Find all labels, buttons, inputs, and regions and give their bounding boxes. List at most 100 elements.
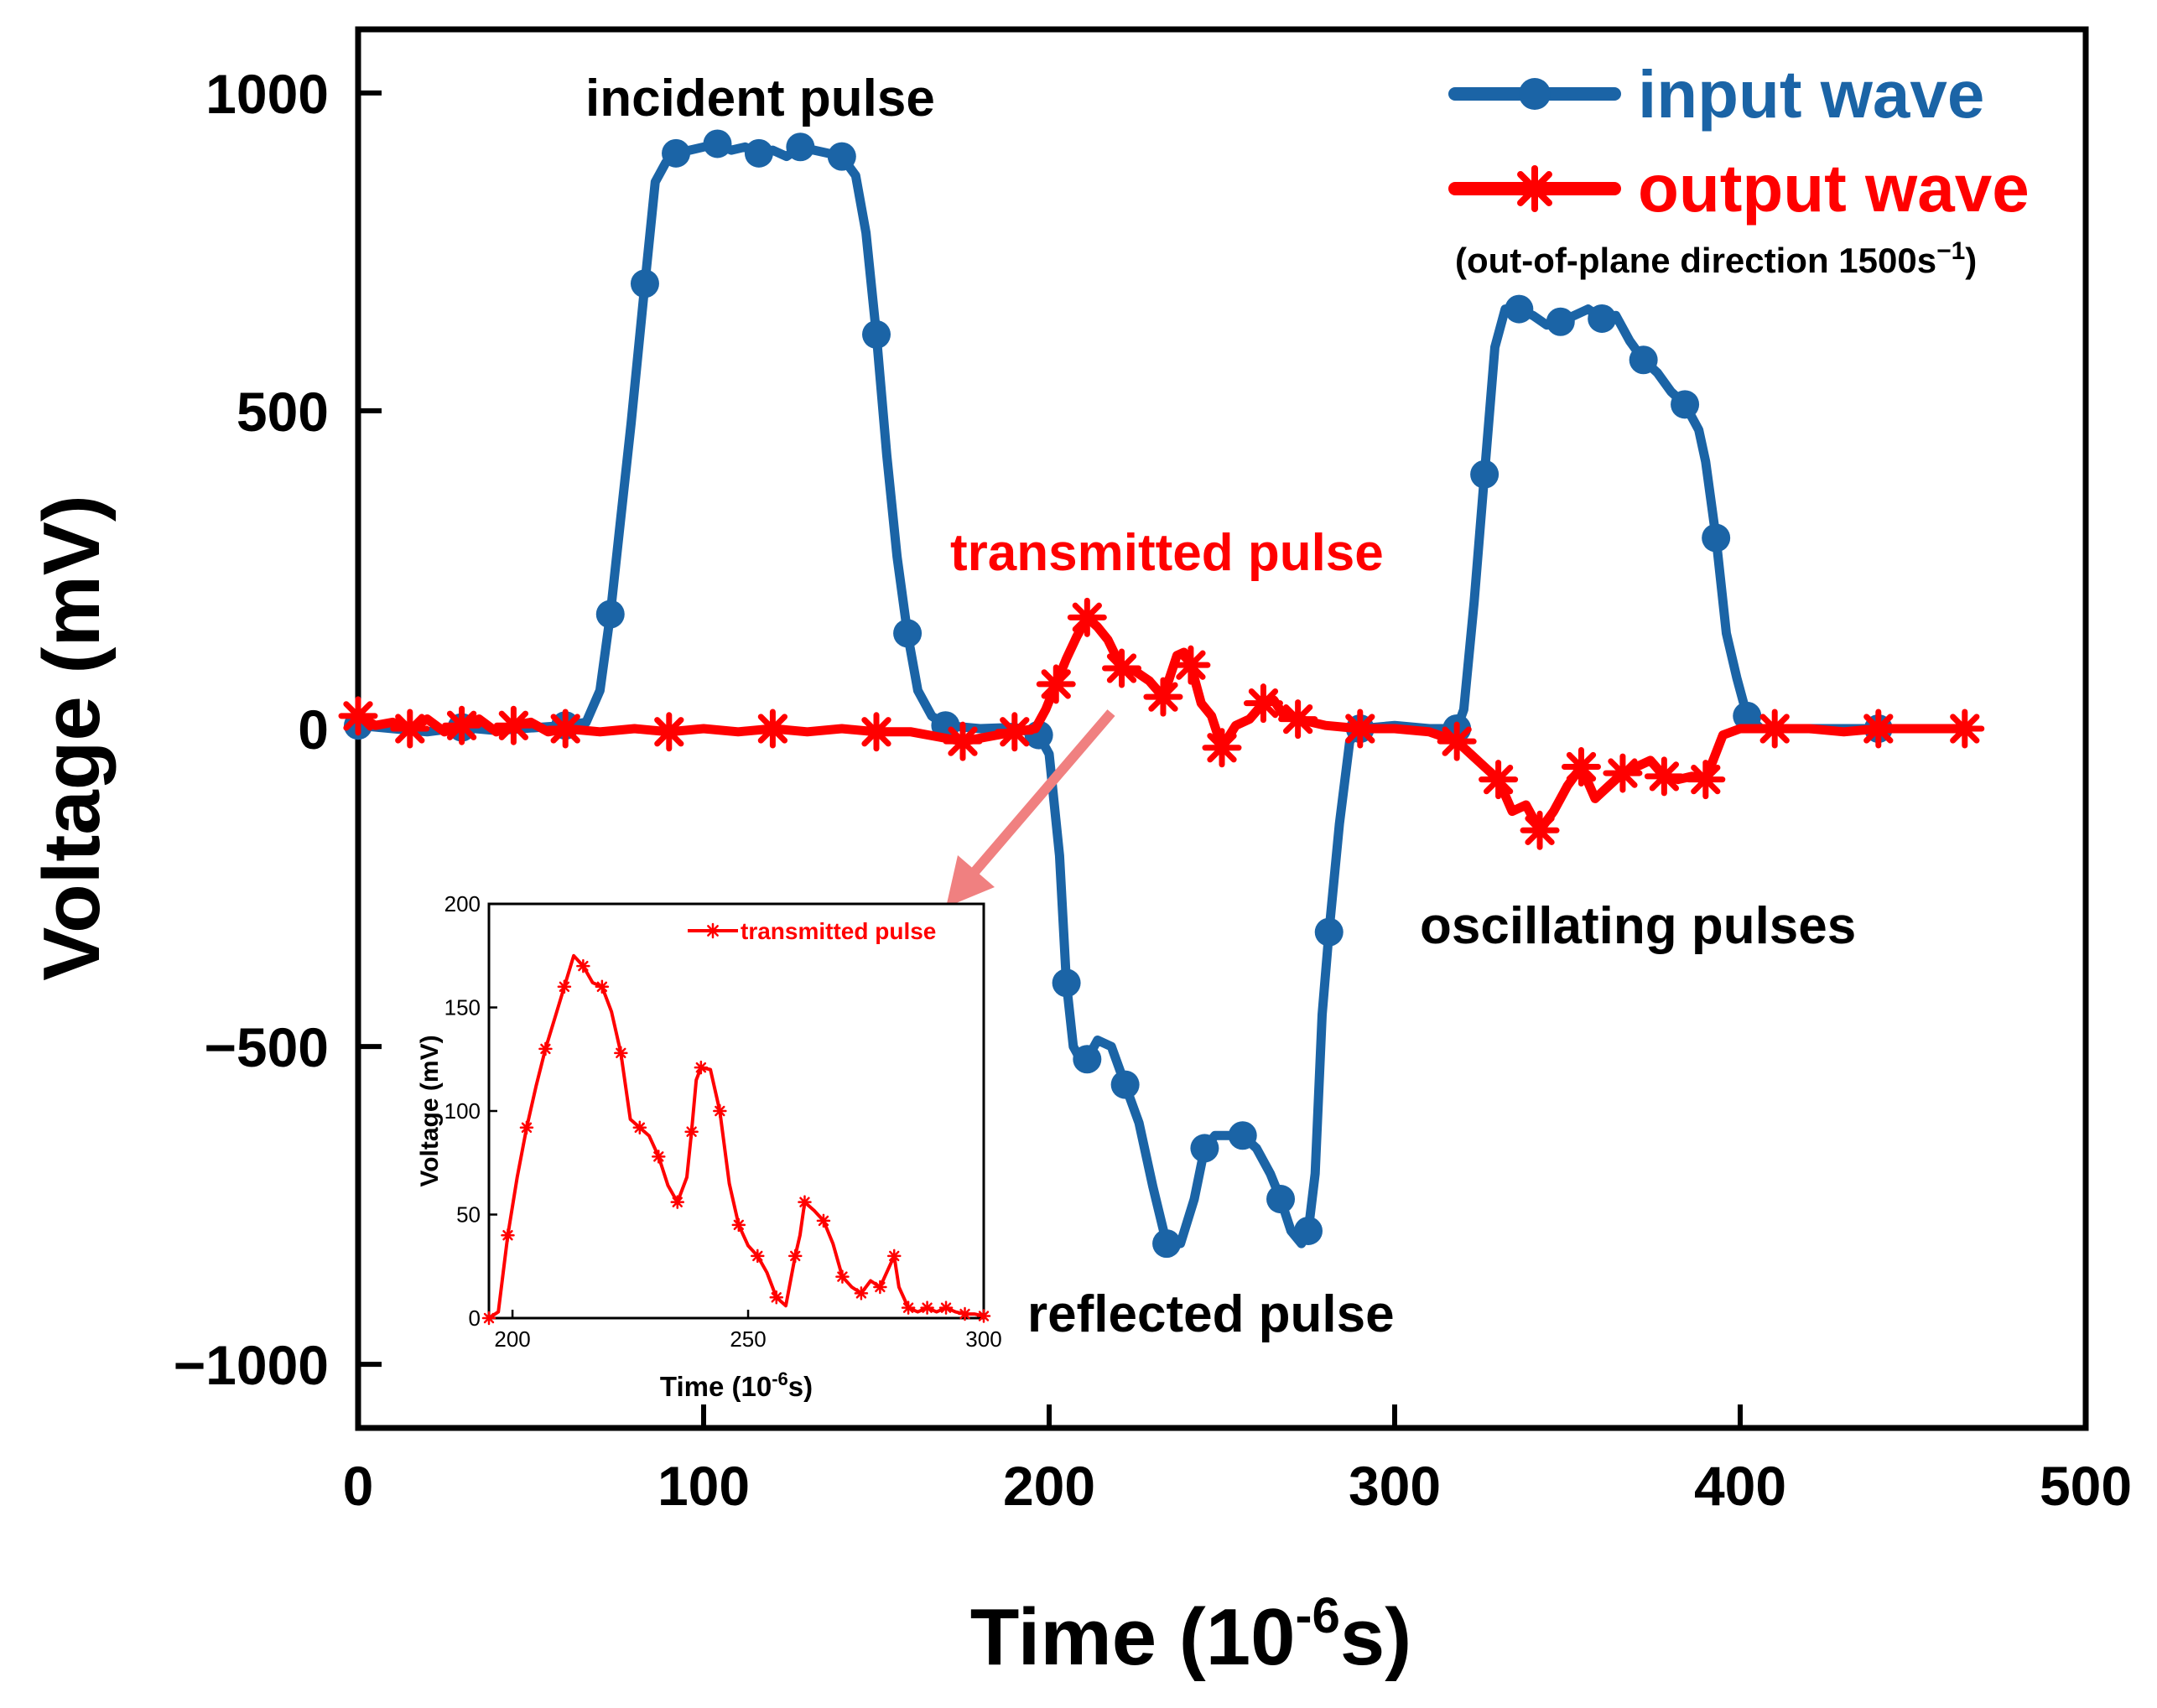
data-point-output [1437, 721, 1477, 761]
inset-data-point [713, 1103, 727, 1119]
data-point-output [1686, 760, 1726, 800]
data-point-input [1110, 1070, 1140, 1099]
data-point-output [1858, 709, 1899, 749]
data-point-input [1505, 294, 1534, 324]
data-point-output [1479, 760, 1519, 800]
data-point-input [662, 138, 691, 168]
data-point-output [1644, 756, 1684, 797]
data-point-input [893, 619, 923, 648]
x-tick-label: 200 [1003, 1455, 1095, 1517]
data-point-input [744, 138, 773, 168]
legend: input wave output wave (out-of-plane dir… [1448, 57, 2030, 280]
data-point-output [1520, 810, 1560, 850]
data-point-input [1228, 1121, 1257, 1150]
annotation-reflected: reflected pulse [1027, 1285, 1395, 1343]
inset-series [481, 953, 991, 1326]
inset-data-point [731, 1217, 746, 1233]
inset-pointer-arrow [946, 709, 1115, 907]
data-point-input [703, 129, 732, 158]
inset-data-point [576, 958, 590, 973]
inset-data-point [798, 1195, 812, 1209]
inset-x-tick-label: 200 [494, 1326, 530, 1352]
inset-data-point [652, 1150, 666, 1164]
data-point-input [786, 132, 815, 162]
annotation-transmitted: transmitted pulse [950, 524, 1384, 582]
data-point-input [1152, 1229, 1182, 1259]
data-point-output [1278, 699, 1318, 740]
x-tick-label: 400 [1694, 1455, 1786, 1517]
data-point-output [1102, 648, 1142, 688]
data-point-output [1171, 645, 1211, 685]
data-point-output [1243, 683, 1283, 724]
data-point-output [995, 712, 1035, 752]
inset-legend-label: transmitted pulse [741, 918, 936, 944]
inset-data-point [519, 1120, 534, 1135]
inset-data-point [920, 1300, 934, 1315]
data-point-output [545, 709, 585, 749]
inset-data-point [873, 1280, 887, 1295]
x-tick-label: 100 [657, 1455, 750, 1517]
inset-data-point [538, 1041, 553, 1056]
inset-x-tick-label: 300 [965, 1326, 1001, 1352]
x-axis-title: Time (10-6s) [970, 1587, 1411, 1682]
data-point-input [827, 142, 856, 171]
inset-data-point [886, 1249, 902, 1264]
y-tick-label: 0 [298, 698, 329, 761]
y-tick-label: 500 [236, 381, 329, 443]
data-point-input [1588, 304, 1617, 333]
inset-data-point [595, 979, 610, 994]
data-point-output [338, 696, 378, 736]
legend-marker-input [1519, 78, 1551, 110]
inset-axes: 200 250 300 0 50 100 150 200 [444, 891, 1002, 1352]
legend-label-input: input wave [1638, 57, 1984, 132]
legend-label-output: output wave [1638, 151, 2030, 226]
inset-data-point [751, 1249, 765, 1264]
annotation-oscillating: oscillating pulses [1420, 897, 1856, 955]
annotation-incident: incident pulse [585, 70, 935, 127]
x-axis: 0 100 200 300 400 500 [343, 1404, 2132, 1517]
data-point-input [1470, 459, 1500, 489]
data-point-output [1202, 728, 1242, 768]
x-tick-label: 0 [343, 1455, 374, 1517]
data-point-output [943, 721, 983, 761]
data-point-input [1702, 523, 1731, 553]
data-point-output [493, 705, 533, 745]
inset-data-point [835, 1269, 850, 1284]
data-point-input [1294, 1216, 1323, 1245]
series-line-output [353, 612, 1970, 835]
inset-y-tick-label: 50 [456, 1202, 481, 1228]
inset-data-point [958, 1306, 972, 1321]
data-point-input [1266, 1185, 1296, 1214]
inset-y-tick-label: 100 [444, 1098, 481, 1124]
inset-data-point [854, 1286, 869, 1300]
data-point-input [1546, 307, 1575, 336]
inset-data-point [901, 1300, 916, 1315]
data-point-input [630, 269, 659, 299]
inset-data-point [938, 1300, 954, 1315]
data-point-output [1754, 709, 1795, 749]
data-point-output [1945, 709, 1985, 749]
data-point-input [1073, 1045, 1102, 1074]
inset-data-point [769, 1290, 784, 1305]
data-point-input [1052, 968, 1081, 998]
inset-data-point [976, 1309, 991, 1323]
data-point-input [1671, 390, 1700, 419]
inset-legend: transmitted pulse [688, 918, 936, 944]
data-point-output [1561, 746, 1601, 787]
x-tick-label: 300 [1349, 1455, 1441, 1517]
legend-note: (out-of-plane direction 1500s−1) [1455, 237, 1977, 280]
data-point-input [1629, 345, 1658, 375]
inset-data-point [787, 1249, 803, 1264]
data-point-input [1190, 1134, 1219, 1163]
inset-data-point [614, 1046, 628, 1061]
inset-x-axis-title: Time (10-6s) [660, 1368, 813, 1402]
data-point-input [862, 319, 891, 349]
inset-y-axis-title: Voltage (mV) [416, 1035, 444, 1186]
data-point-output [390, 709, 430, 749]
y-axis-title: Voltage (mV) [27, 495, 117, 981]
inset-frame [487, 902, 985, 1320]
inset-data-point [684, 1124, 699, 1139]
data-point-output [752, 709, 793, 749]
